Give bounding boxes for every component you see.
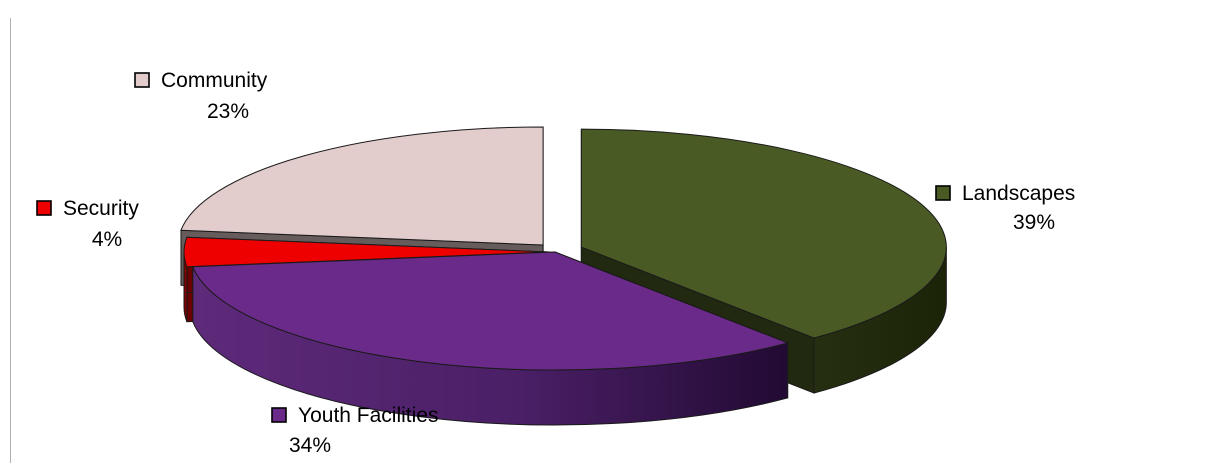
legend-key-youth-facilities <box>271 407 287 423</box>
percent-label-community: 23% <box>207 100 249 123</box>
label-security: Security 4% <box>36 197 139 251</box>
category-label-landscapes: Landscapes <box>962 182 1075 205</box>
category-label-community: Community <box>161 69 268 92</box>
label-landscapes: Landscapes 39% <box>935 182 1075 234</box>
percent-label-landscapes: 39% <box>1013 211 1055 234</box>
legend-key-landscapes <box>935 185 951 201</box>
slice-community-top <box>180 126 544 246</box>
label-community: Community 23% <box>134 69 268 123</box>
pie-slices <box>180 126 947 426</box>
slice-youth-facilities-top <box>192 251 790 371</box>
slice-landscapes-top <box>580 128 947 339</box>
slice-security-top <box>183 236 550 268</box>
category-label-security: Security <box>63 197 139 220</box>
pie-labels: Landscapes 39% Youth Facilities 34% Security… <box>36 69 1075 457</box>
legend-key-community <box>134 72 150 88</box>
category-label-youth-facilities: Youth Facilities <box>298 404 438 427</box>
slice-youth-facilities <box>192 251 790 426</box>
label-youth-facilities: Youth Facilities 34% <box>271 404 438 457</box>
percent-label-security: 4% <box>92 228 122 251</box>
legend-key-security <box>36 200 52 216</box>
chart-left-border <box>10 18 11 463</box>
percent-label-youth-facilities: 34% <box>289 434 331 457</box>
